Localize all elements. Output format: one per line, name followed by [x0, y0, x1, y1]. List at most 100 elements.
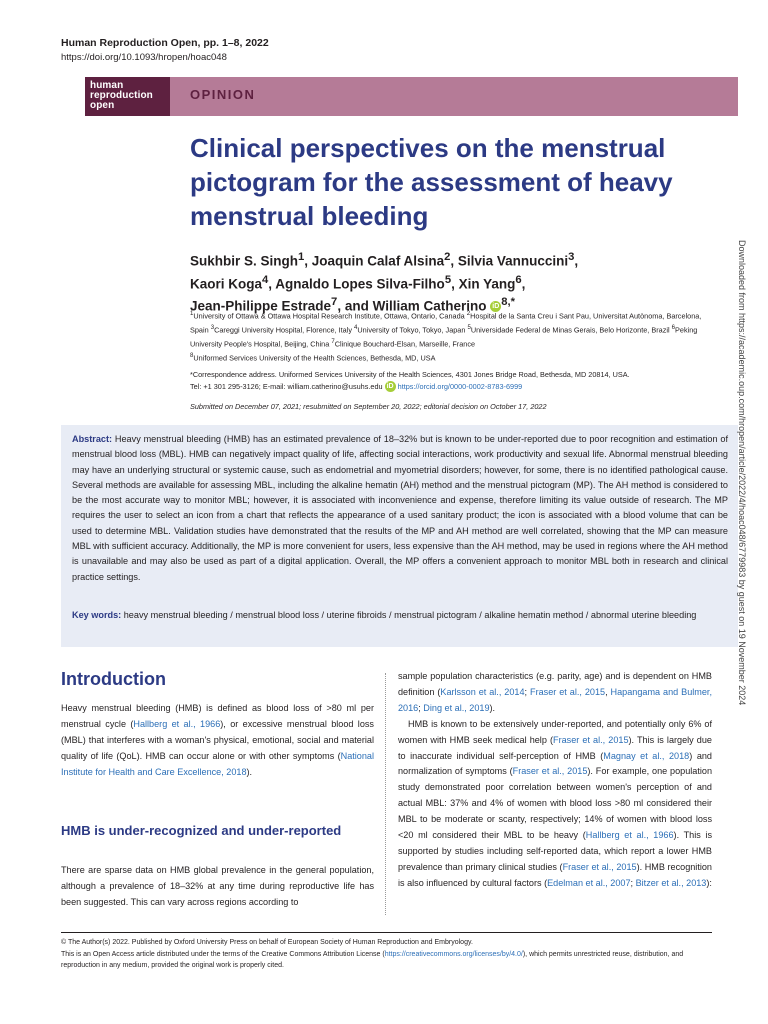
affiliation: Careggi University Hospital, Florence, I… [214, 325, 352, 335]
text-run: ). [246, 766, 253, 777]
keywords: Key words: heavy menstrual bleeding / me… [72, 608, 728, 623]
text-run: This is an Open Access article distribut… [61, 951, 385, 958]
affiliation: University of Ottawa & Ottawa Hospital R… [193, 311, 465, 321]
affiliation: University of Tokyo, Tokyo, Japan [357, 325, 466, 335]
affiliation: Clinique Bouchard-Elsan, Marseille, Fran… [334, 339, 476, 349]
author-sup: 4 [262, 273, 269, 286]
author-sup: 3 [568, 251, 575, 263]
citation-link[interactable]: Magnay et al., 2018 [603, 750, 690, 761]
text-run: ; [418, 702, 424, 713]
correspondence: *Correspondence address. Uniformed Servi… [190, 369, 712, 393]
text-run: ). This is supported by studies includin… [398, 830, 712, 872]
citation-link[interactable]: Fraser et al., 2015 [553, 734, 629, 745]
author-sup: 7 [331, 296, 338, 308]
intro-paragraph-2: There are sparse data on HMB global prev… [61, 865, 374, 907]
text-run: ). For example, one population study dem… [398, 766, 712, 841]
affiliation: Hospital de la Santa Creu i Sant Pau, Un… [190, 311, 702, 335]
author-name: Xin Yang [458, 276, 516, 291]
author-name: Agnaldo Lopes Silva-Filho [275, 276, 445, 291]
article-title: Clinical perspectives on the menstrual p… [190, 133, 673, 231]
text-run: ) and normalization of symptoms ( [398, 750, 712, 777]
citation-link[interactable]: Hallberg et al., 1966 [133, 718, 221, 729]
column-divider [385, 673, 386, 915]
citation-link[interactable]: Edelman et al., 2007 [547, 877, 631, 888]
text-run: ; [630, 877, 636, 888]
copyright-line: © The Author(s) 2022. Published by Oxfor… [61, 939, 473, 946]
text-run: ). This is largely due to inaccurate ind… [398, 734, 712, 761]
author-sup: 5 [444, 273, 452, 286]
affil-sup: 3 [210, 323, 215, 331]
author-name: William Catherino [372, 298, 487, 314]
author-name: Silvia Vannuccini [457, 253, 569, 269]
citation-link[interactable]: National Institute for Health and Care E… [61, 750, 374, 777]
orcid-icon: iD [384, 381, 396, 393]
right-paragraph-2: HMB is known to be extensively under-rep… [398, 717, 712, 892]
affiliation: Uniformed Services University of the Hea… [193, 353, 436, 363]
abstract-body: Heavy menstrual bleeding (HMB) has an es… [72, 434, 728, 582]
citation-link[interactable]: Fraser et al., 2015 [530, 686, 606, 697]
article-type-label: OPINION [190, 87, 256, 102]
logo-line-2: reproduction [90, 90, 153, 101]
affiliations: 1University of Ottawa & Ottawa Hospital … [190, 308, 712, 364]
citation-link[interactable]: Hallberg et al., 1966 [585, 830, 674, 841]
submission-dates: Submitted on December 07, 2021; resubmit… [190, 402, 547, 411]
article-type-banner [85, 77, 738, 116]
keywords-label: Key words: [72, 610, 122, 620]
affil-sup: 1 [190, 310, 194, 317]
author-sup: 8,* [501, 296, 516, 308]
doi-link[interactable]: https://doi.org/10.1093/hropen/hoac048 [61, 52, 227, 63]
affil-sup: 8 [190, 351, 194, 359]
text-run: ): [706, 877, 712, 888]
orcid-icon[interactable]: iD [490, 301, 502, 313]
author-name: Jean-Philippe Estrade [190, 298, 332, 314]
orcid-link[interactable]: https://orcid.org/0000-0002-8783-6999 [397, 381, 523, 391]
download-note: Downloaded from https://academic.oup.com… [735, 240, 749, 790]
text-run: , [605, 686, 611, 697]
subsection-heading: HMB is under-recognized and under-report… [61, 823, 342, 838]
journal-logo: human reproduction open [85, 77, 170, 116]
affil-sup: 6 [671, 323, 676, 331]
text-run: HMB is known to be extensively under-rep… [398, 718, 712, 745]
text-run: ). HMB recognition is also influenced by… [398, 861, 712, 888]
affil-sup: 4 [354, 323, 358, 331]
right-column: sample population characteristics (e.g. … [398, 669, 712, 892]
download-note-text: Downloaded from https://academic.oup.com… [737, 240, 747, 706]
text-run: sample population characteristics (e.g. … [398, 671, 712, 697]
logo-line-1: human [90, 80, 124, 91]
correspondence-address: *Correspondence address. Uniformed Servi… [190, 370, 630, 379]
text-run: Heavy menstrual bleeding (HMB) is define… [61, 703, 374, 729]
affiliation: Universidade Federal de Minas Gerais, Be… [470, 325, 670, 335]
citation-link[interactable]: Fraser et al., 2015 [512, 766, 588, 777]
affiliation: Peking University People's Hospital, Bei… [190, 325, 698, 349]
citation-link[interactable]: Bitzer et al., 2013 [635, 877, 707, 888]
text-run: ), which permits unrestricted reuse, dis… [61, 951, 684, 969]
section-heading-introduction: Introduction [61, 669, 166, 689]
author-sup: 1 [298, 251, 305, 263]
license-line: This is an Open Access article distribut… [61, 949, 721, 971]
abstract: Abstract: Heavy menstrual bleeding (HMB)… [72, 432, 728, 585]
text-run: ), or excessive menstrual blood loss (MB… [61, 718, 374, 761]
affil-sup: 5 [467, 323, 471, 331]
journal-citation: Human Reproduction Open, pp. 1–8, 2022 [61, 37, 269, 49]
author-sup: 2 [444, 251, 451, 263]
logo-line-3: open [90, 100, 115, 111]
correspondence-contact: Tel: +1 301 295-3126; E-mail: william.ca… [190, 381, 383, 391]
footer-divider [61, 932, 712, 933]
intro-paragraph-1: Heavy menstrual bleeding (HMB) is define… [61, 701, 374, 781]
right-paragraph-1: sample population characteristics (e.g. … [398, 669, 712, 717]
author-sup: 6 [515, 273, 522, 286]
author-name: Kaori Koga [190, 276, 263, 291]
citation-link[interactable]: Hapangama and Bulmer, 2016 [398, 686, 712, 713]
abstract-box [61, 425, 738, 647]
affil-sup: 2 [466, 310, 471, 317]
author-name: Sukhbir S. Singh [190, 253, 299, 269]
license-link[interactable]: https://creativecommons.org/licenses/by/… [384, 951, 523, 958]
abstract-label: Abstract: [72, 434, 113, 444]
text-run: ). [489, 702, 496, 713]
citation-link[interactable]: Fraser et al., 2015 [562, 861, 637, 872]
citation-link[interactable]: Karlsson et al., 2014 [440, 686, 525, 697]
author-list: Sukhbir S. Singh1, Joaquin Calaf Alsina2… [190, 251, 579, 314]
citation-link[interactable]: Ding et al., 2019 [423, 702, 490, 713]
text-run: ; [524, 686, 531, 697]
author-name: Joaquin Calaf Alsina [311, 253, 445, 269]
